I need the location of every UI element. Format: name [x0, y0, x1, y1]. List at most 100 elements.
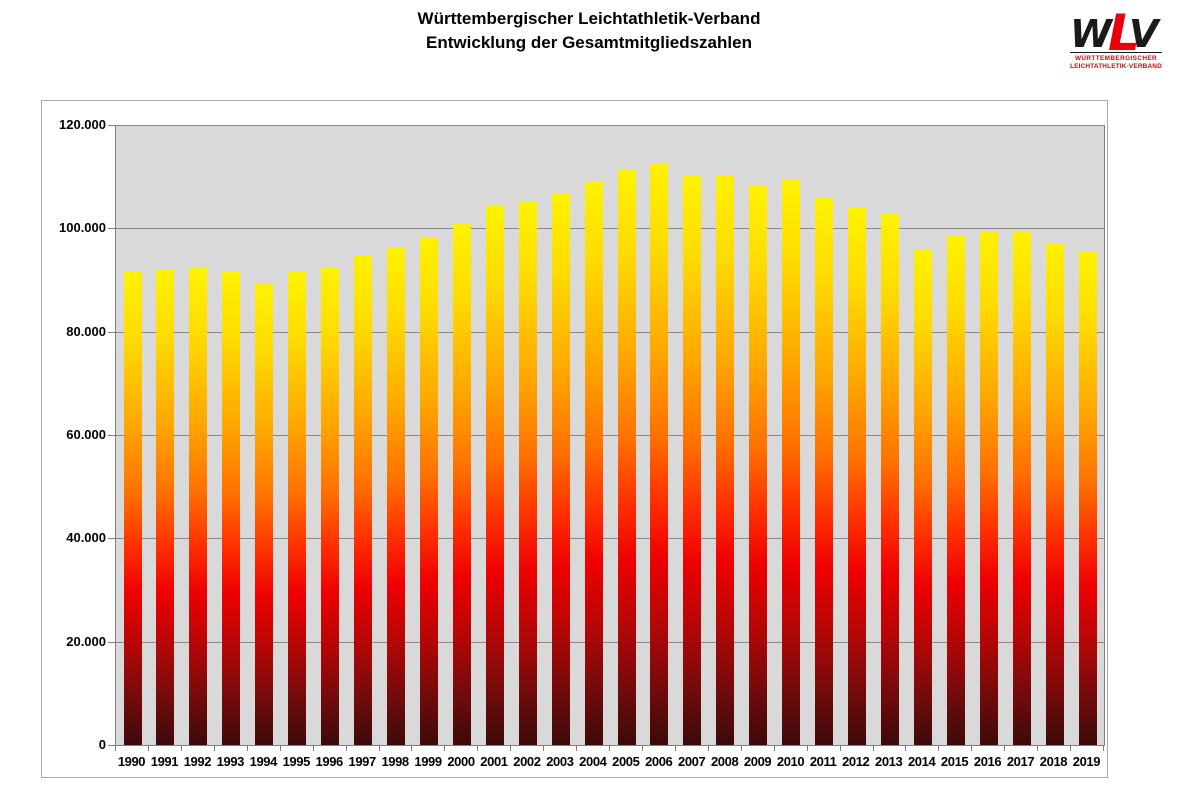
logo-text-line2: LEICHTATHLETIK-VERBAND [1070, 63, 1162, 70]
x-axis-tick [213, 746, 215, 751]
x-axis-tick [740, 746, 742, 751]
bar-1991 [156, 269, 175, 745]
y-axis-tick [108, 332, 116, 333]
x-axis-tick [1004, 746, 1006, 751]
bar-2003 [551, 192, 570, 745]
bar-2014 [913, 249, 932, 745]
y-axis-label: 100.000 [59, 220, 106, 236]
bar-2018 [1045, 243, 1064, 745]
x-axis-tick [971, 746, 973, 751]
x-axis-tick [1037, 746, 1039, 751]
x-axis-tick [246, 746, 248, 751]
bar-1997 [354, 254, 372, 745]
x-axis-label: 2019 [1072, 754, 1101, 769]
x-axis-label: 1991 [150, 754, 179, 769]
x-axis-label: 2014 [907, 754, 936, 769]
x-axis-tick [872, 746, 874, 751]
x-axis-label: 2008 [710, 754, 739, 769]
bar-2011 [815, 198, 834, 745]
x-axis-label: 2013 [875, 754, 903, 769]
x-axis-label: 1992 [183, 754, 212, 769]
bar-2008 [716, 174, 735, 745]
gridline [116, 642, 1104, 643]
y-axis-label: 120.000 [59, 117, 106, 132]
bar-2012 [848, 206, 866, 745]
y-axis-tick [108, 435, 116, 436]
x-axis-tick [411, 746, 413, 751]
x-axis-label: 1996 [315, 754, 344, 769]
x-axis-tick [1070, 746, 1072, 751]
x-axis-tick [444, 746, 446, 751]
x-axis-tick [806, 746, 808, 751]
x-axis-label: 1998 [381, 754, 409, 769]
y-axis-tick [108, 125, 116, 126]
bar-2009 [749, 184, 768, 745]
x-axis-label: 2012 [842, 754, 870, 769]
y-axis-label: 80.000 [66, 323, 106, 339]
x-axis-label: 1990 [117, 754, 146, 769]
plot-area [115, 125, 1105, 746]
bar-2000 [452, 224, 471, 745]
x-axis-tick [345, 746, 347, 751]
x-axis-label: 1993 [216, 754, 245, 769]
x-axis-label: 2007 [678, 754, 706, 769]
bar-2006 [650, 163, 669, 745]
x-axis-label: 2016 [973, 754, 1002, 769]
bar-2001 [485, 205, 504, 745]
x-axis-label: 2003 [546, 754, 574, 769]
x-axis-tick [279, 746, 281, 751]
x-axis-tick [674, 746, 676, 751]
bar-2015 [946, 235, 965, 745]
x-axis-label: 1999 [414, 754, 442, 769]
chart-title-line1: Württembergischer Leichtathletik-Verband [417, 9, 761, 28]
gridline [116, 435, 1104, 436]
y-axis-label: 0 [98, 737, 106, 752]
bar-2010 [782, 178, 801, 745]
x-axis-label: 2015 [940, 754, 969, 769]
y-axis-tick [108, 538, 116, 539]
wlv-logo: W L V WÜRTTEMBERGISCHER LEICHTATHLETIK-V… [1070, 6, 1162, 70]
x-axis-label: 2009 [743, 754, 772, 769]
bar-1993 [222, 271, 241, 745]
x-axis-tick [1103, 746, 1104, 751]
x-axis-tick [609, 746, 610, 751]
x-axis-label: 2017 [1006, 754, 1035, 769]
x-axis-tick [477, 746, 479, 751]
x-axis-label: 2001 [480, 754, 508, 769]
x-axis-label: 2005 [612, 754, 640, 769]
x-axis-label: 2010 [776, 754, 805, 769]
x-axis-tick [773, 746, 775, 751]
bar-2002 [518, 202, 537, 745]
gridline [116, 125, 1104, 126]
x-axis-tick [707, 746, 709, 751]
bar-2013 [880, 214, 899, 745]
y-axis-label: 60.000 [66, 427, 106, 442]
x-axis-tick [543, 746, 545, 751]
x-axis-tick [378, 746, 380, 751]
y-axis-label: 40.000 [66, 530, 106, 546]
x-axis-label: 1994 [249, 754, 278, 769]
bar-2004 [584, 180, 603, 745]
logo-letter-v: V [1129, 12, 1161, 56]
x-axis-label: 2004 [579, 754, 607, 769]
x-axis-tick [510, 746, 512, 751]
chart-title-line2: Entwicklung der Gesamtmitgliedszahlen [426, 33, 752, 52]
x-axis-label: 2018 [1039, 754, 1068, 769]
chart-frame: 120.000 100.000 80.000 60.000 40.000 20.000 0 … [41, 100, 1108, 778]
bar-2016 [979, 230, 998, 745]
bar-1994 [255, 283, 274, 745]
x-axis-label: 2000 [447, 754, 475, 769]
gridline [116, 538, 1104, 539]
y-axis-tick [108, 228, 116, 229]
y-axis-tick [108, 642, 116, 643]
bar-2007 [683, 175, 702, 745]
logo-text-line1: WÜRTTEMBERGISCHER [1075, 53, 1157, 62]
x-axis-tick [180, 746, 182, 751]
x-axis-tick [312, 746, 314, 751]
bar-2017 [1012, 230, 1031, 745]
y-axis-tick [108, 745, 116, 746]
x-axis-tick [147, 746, 149, 751]
x-axis-tick [839, 746, 841, 751]
bar-1999 [419, 236, 438, 745]
